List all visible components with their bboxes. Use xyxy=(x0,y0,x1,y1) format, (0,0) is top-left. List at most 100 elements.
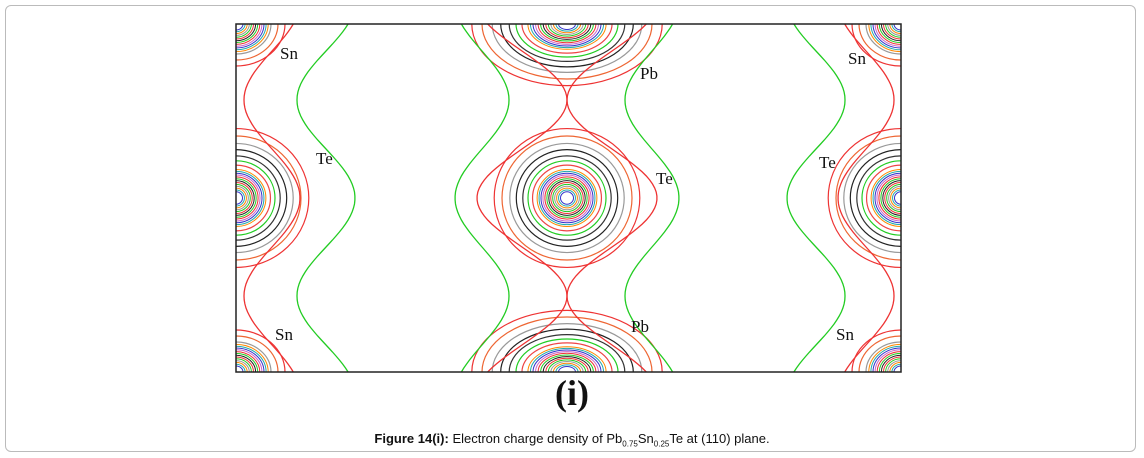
contour-line xyxy=(835,135,901,261)
contour-line xyxy=(491,323,643,372)
contour-line xyxy=(527,160,607,236)
contour-line xyxy=(236,174,261,222)
contour-line xyxy=(243,24,301,372)
contour-line xyxy=(550,24,584,35)
contour-line xyxy=(527,346,607,372)
contour-line xyxy=(542,24,592,40)
contour-line xyxy=(552,24,582,34)
contour-line xyxy=(558,189,576,207)
contour-line xyxy=(515,24,619,58)
contour-plot: Sn Sn Pb Te Te Te Sn Pb Sn xyxy=(235,23,902,373)
contour-line xyxy=(874,172,901,224)
contour-line xyxy=(556,187,578,209)
caption-text: Sn xyxy=(637,431,654,446)
contour-line xyxy=(546,178,588,218)
atom-label: Te xyxy=(316,149,333,168)
plot-border xyxy=(235,23,902,373)
contour-line xyxy=(624,24,680,372)
atom-label: Sn xyxy=(836,325,854,344)
panel-label: (i) xyxy=(555,373,589,413)
contour-line xyxy=(236,127,310,269)
caption-label: Figure 14(i): xyxy=(374,431,449,446)
contour-line xyxy=(536,168,598,228)
contour-line xyxy=(544,176,590,220)
contour-line xyxy=(876,174,901,222)
contour-line xyxy=(888,185,901,211)
contour-line xyxy=(894,191,901,205)
contour-line xyxy=(500,328,634,372)
contour-line xyxy=(236,191,243,205)
atom-label: Te xyxy=(819,153,836,172)
contour-line xyxy=(555,364,579,372)
contour-line xyxy=(542,174,592,222)
contour-line xyxy=(552,183,582,213)
contour-line xyxy=(521,342,613,372)
contour-line xyxy=(827,127,901,269)
contour-line xyxy=(537,24,597,44)
contour-line xyxy=(540,24,594,42)
contour-line xyxy=(532,24,602,47)
contour-line xyxy=(540,354,594,372)
contour-line xyxy=(558,24,576,30)
contour-line xyxy=(532,349,602,372)
contour-line xyxy=(550,182,584,214)
contour-line xyxy=(236,182,253,214)
contour-line xyxy=(540,172,594,224)
contour-line xyxy=(529,24,605,49)
atom-label: Sn xyxy=(275,325,293,344)
contour-line xyxy=(884,182,901,214)
contour-line xyxy=(236,172,263,224)
contour-line xyxy=(878,176,901,220)
contour-line xyxy=(236,185,249,211)
contour-line xyxy=(554,185,580,211)
atom-label: Pb xyxy=(631,317,649,336)
caption-text: Te at (110) plane. xyxy=(669,431,770,446)
contour-line xyxy=(296,24,356,372)
contour-line xyxy=(522,155,612,241)
contour-line xyxy=(236,176,259,220)
contour-line xyxy=(545,357,589,372)
atom-label: Pb xyxy=(640,64,658,83)
atom-label: Sn xyxy=(280,44,298,63)
contour-line xyxy=(236,135,302,261)
contour-line xyxy=(521,24,613,54)
contour-line xyxy=(552,362,582,372)
contour-line xyxy=(786,24,846,372)
contour-line xyxy=(515,338,619,372)
contour-line xyxy=(501,135,633,261)
contour-line xyxy=(481,24,653,80)
contour-line xyxy=(508,334,626,372)
contour-line xyxy=(538,170,596,226)
contour-line xyxy=(481,316,653,372)
caption-sub: 0.75 xyxy=(622,439,638,449)
contour-line xyxy=(454,24,510,372)
contour-line xyxy=(509,142,625,254)
contour-line xyxy=(547,24,587,37)
contour-line xyxy=(861,160,901,236)
contour-line xyxy=(236,160,276,236)
contour-line xyxy=(508,24,626,62)
contour-line xyxy=(558,366,576,372)
contour-line xyxy=(548,180,586,216)
contour-line xyxy=(527,24,607,50)
contour-line xyxy=(531,164,603,232)
contour-line xyxy=(515,149,619,247)
caption-text: Electron charge density of Pb xyxy=(452,431,623,446)
contour-line xyxy=(476,24,568,372)
contour-line xyxy=(471,24,663,87)
figure-frame xyxy=(5,5,1136,452)
contour-line xyxy=(493,127,641,269)
atom-label: Te xyxy=(656,169,673,188)
contour-line xyxy=(560,191,574,205)
contour-line xyxy=(886,183,901,213)
contour-line xyxy=(491,24,643,73)
contour-line xyxy=(542,356,592,372)
caption-sub: 0.25 xyxy=(653,439,670,449)
contour-line xyxy=(566,24,658,372)
contour-line xyxy=(837,24,895,372)
atom-label: Sn xyxy=(848,49,866,68)
contour-line xyxy=(500,24,634,68)
contour-line xyxy=(535,24,599,45)
contour-line xyxy=(529,347,605,372)
